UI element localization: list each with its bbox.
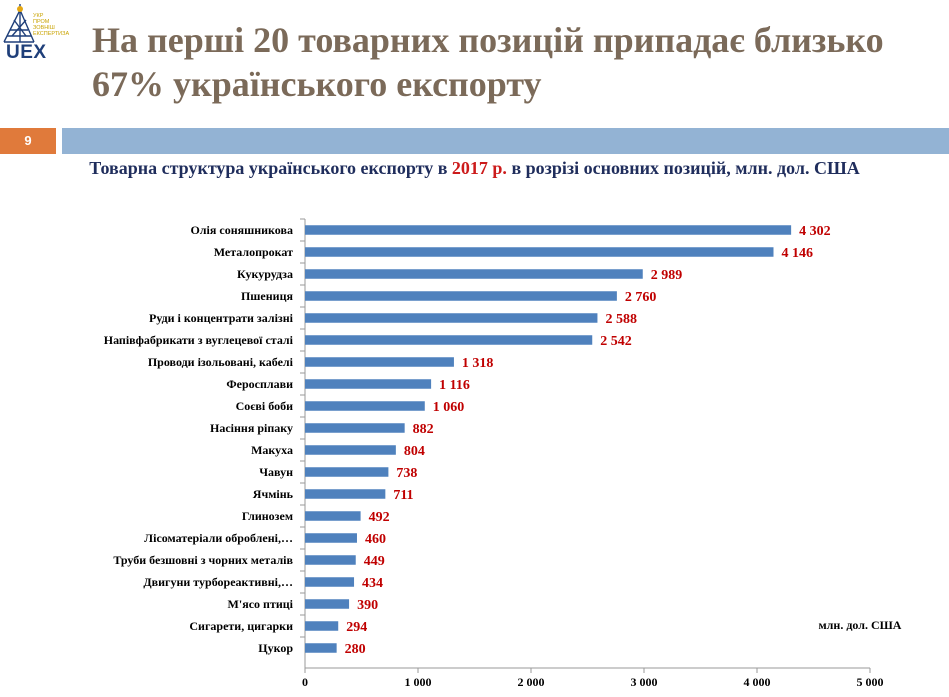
- category-label: Проводи ізольовані, кабелі: [148, 355, 294, 369]
- bar: [305, 555, 356, 565]
- bar: [305, 291, 617, 301]
- bar: [305, 577, 355, 587]
- chart-subtitle: Товарна структура українського експорту …: [0, 158, 949, 179]
- bar-value-label: 804: [404, 444, 425, 459]
- category-label: Олія соняшникова: [190, 223, 293, 237]
- x-tick-label: 0: [302, 675, 308, 689]
- bar: [305, 599, 350, 609]
- logo-small-line: ЗОВНІШ: [33, 25, 55, 31]
- bar: [305, 511, 361, 521]
- logo-small-line: УКР: [33, 13, 44, 19]
- bar-value-label: 1 116: [439, 378, 470, 393]
- header-band: [62, 128, 949, 154]
- category-label: Ячмінь: [253, 487, 294, 501]
- slide-number: 9: [0, 128, 56, 154]
- bar: [305, 445, 396, 455]
- category-label: Сигарети, цигарки: [189, 619, 293, 633]
- category-label: Насіння ріпаку: [210, 421, 293, 435]
- slide-title: На перші 20 товарних позицій припадає бл…: [92, 20, 884, 104]
- bar: [305, 335, 593, 345]
- category-label: М'ясо птиці: [228, 597, 294, 611]
- category-label: Руди і концентрати залізні: [149, 311, 294, 325]
- category-label: Макуха: [251, 443, 293, 457]
- bar: [305, 643, 337, 653]
- category-label: Лісоматеріали оброблені,…: [144, 531, 293, 545]
- bar-value-label: 2 989: [651, 268, 683, 283]
- bar-value-label: 4 302: [799, 224, 831, 239]
- bar-value-label: 2 760: [625, 290, 657, 305]
- bar-value-label: 738: [396, 466, 417, 481]
- logo-mark-icon: [3, 4, 35, 43]
- category-label: Глинозем: [242, 509, 293, 523]
- x-tick-label: 2 000: [518, 675, 545, 689]
- bar-value-label: 4 146: [781, 246, 813, 261]
- bar-value-label: 280: [345, 642, 366, 657]
- bar: [305, 379, 432, 389]
- bar-value-label: 294: [346, 620, 367, 635]
- bar-value-label: 2 542: [600, 334, 632, 349]
- bar: [305, 401, 425, 411]
- bar-value-label: 390: [357, 598, 378, 613]
- subtitle-year: 2017 р.: [451, 158, 507, 178]
- bar: [305, 489, 386, 499]
- uex-logo: UEX УКР ПРОМ ЗОВНІШ ЕКСПЕРТИЗА: [0, 0, 80, 70]
- bar-chart: 0 1 000 2 000 3 000 4 000 5 000 Олія соняшнико…: [104, 218, 902, 689]
- bar: [305, 247, 774, 257]
- category-label: Кукурудза: [237, 267, 293, 281]
- category-label: Феросплави: [226, 377, 293, 391]
- subtitle-text-before: Товарна структура українського експорту …: [89, 158, 452, 178]
- x-tick-label: 5 000: [857, 675, 884, 689]
- logo-small-line: ЕКСПЕРТИЗА: [33, 31, 70, 37]
- category-label: Двигуни турбореактивні,…: [143, 575, 293, 589]
- bar-value-label: 1 318: [462, 356, 494, 371]
- category-label: Цукор: [258, 641, 293, 655]
- bar: [305, 621, 339, 631]
- bar: [305, 225, 792, 235]
- bar: [305, 357, 454, 367]
- x-tick-label: 4 000: [744, 675, 771, 689]
- category-label: Напівфабрикати з вуглецевої сталі: [104, 333, 294, 347]
- bar-value-label: 492: [369, 510, 390, 525]
- x-tick-label: 3 000: [631, 675, 658, 689]
- bar: [305, 313, 598, 323]
- category-label: Пшениця: [241, 289, 294, 303]
- category-label: Соєві боби: [236, 399, 294, 413]
- category-label: Металопрокат: [214, 245, 293, 259]
- subtitle-text-after: в розрізі основних позицій, млн. дол. СШ…: [506, 158, 860, 178]
- bar-value-label: 449: [364, 554, 385, 569]
- bar-value-label: 460: [365, 532, 386, 547]
- bar: [305, 467, 389, 477]
- bar-value-label: 711: [393, 488, 413, 503]
- bar-value-label: 1 060: [433, 400, 465, 415]
- unit-note: млн. дол. США: [819, 618, 902, 632]
- logo-small-line: ПРОМ: [33, 19, 50, 25]
- x-tick-label: 1 000: [405, 675, 432, 689]
- category-label: Чавун: [259, 465, 293, 479]
- bar-value-label: 434: [362, 576, 383, 591]
- bar: [305, 423, 405, 433]
- bar: [305, 533, 357, 543]
- bar-value-label: 882: [413, 422, 434, 437]
- logo-word: UEX: [6, 42, 47, 63]
- category-label: Труби безшовні з чорних металів: [113, 553, 293, 567]
- bar: [305, 269, 643, 279]
- bar-value-label: 2 588: [605, 312, 637, 327]
